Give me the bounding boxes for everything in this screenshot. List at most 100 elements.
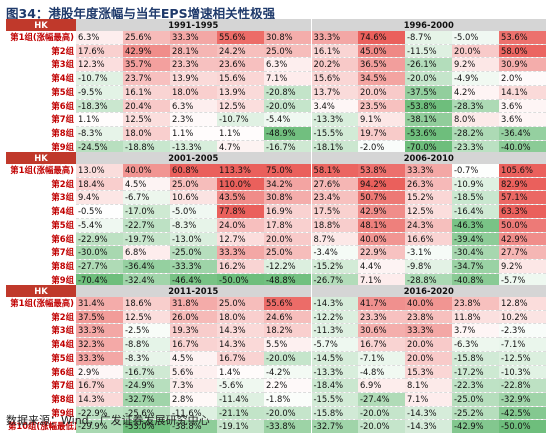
group-label: 第2组 <box>51 45 74 56</box>
value-cell: -25.0% <box>452 391 499 407</box>
value-cell: 53.8% <box>358 164 405 178</box>
value-cell: 25.6% <box>123 31 170 45</box>
value-cell: 23.7% <box>123 71 170 86</box>
value-cell: 94.2% <box>358 176 405 191</box>
value-cell: -20.0% <box>264 350 311 366</box>
value-cell: -10.9% <box>452 176 499 191</box>
value-cell: -33.8% <box>264 419 311 433</box>
value-cell: 4.4% <box>358 258 405 274</box>
value-cell: 63.3% <box>499 204 546 219</box>
table-row: 第3组 9.4% -6.7% 10.6% 43.5% 30.8% 23.4% 50.7% 15.… <box>6 190 546 205</box>
value-cell: -23.3% <box>452 139 499 154</box>
group-label: 第7组 <box>51 380 74 391</box>
value-cell: 16.1% <box>123 84 170 100</box>
value-cell: 74.6% <box>358 31 405 45</box>
value-cell: -22.9% <box>76 405 123 420</box>
group-label: 第8组 <box>51 127 74 138</box>
table-row: 第6组 -22.9% -19.7% -13.0% 12.7% 20.0% 8.7% 40.0%… <box>6 231 546 246</box>
value-cell: -28.8% <box>405 272 452 287</box>
value-cell: -11.6% <box>170 405 217 420</box>
panel-2001-2010: HK 2001-2005 2006-2010 第1组(涨幅最高) 13.0% 40.0% 6… <box>6 152 546 301</box>
value-cell: 6.9% <box>358 378 405 393</box>
market-label: HK <box>6 19 76 31</box>
value-cell: -26.7% <box>310 272 358 287</box>
value-cell: -24.9% <box>123 378 170 393</box>
value-cell: 26.0% <box>170 309 217 324</box>
value-cell: 13.0% <box>76 164 123 178</box>
value-cell: 23.4% <box>310 190 358 205</box>
value-cell: -13.3% <box>310 112 358 127</box>
value-cell: -20.8% <box>264 84 311 100</box>
value-cell: -5.6% <box>217 378 264 393</box>
value-cell: 3.6% <box>499 98 546 113</box>
value-cell: -32.7% <box>123 391 170 407</box>
value-cell: 82.9% <box>499 176 546 191</box>
value-cell: 10.2% <box>499 309 546 324</box>
value-cell: 34.2% <box>264 176 311 191</box>
value-cell: 25.0% <box>217 297 264 311</box>
group-label: 第2组 <box>51 311 74 322</box>
value-cell: 33.3% <box>405 323 452 338</box>
table-row: 第2组 17.6% 42.9% 28.1% 24.2% 25.0% 16.1% 45.0% -1… <box>6 43 546 58</box>
value-cell: 25.0% <box>264 43 311 58</box>
market-label: HK <box>6 152 76 164</box>
table-row: 第8组 -27.7% -36.4% -33.3% 16.2% -12.2% -15.2% 4.… <box>6 258 546 274</box>
value-cell: -15.8% <box>310 405 358 420</box>
table-row: 第8组 -8.3% 18.0% 1.1% 1.1% -48.9% -15.5% 19.7% -5… <box>6 125 546 141</box>
table-row: 第7组 -30.0% 6.8% -25.0% 33.3% 25.0% -3.4% 22.9% -… <box>6 245 546 260</box>
value-cell: -17.2% <box>452 364 499 379</box>
value-cell: -4.9% <box>452 71 499 86</box>
figure-title: 图34：港股年度涨幅与当年EPS增速相关性极强 <box>6 6 276 21</box>
value-cell: 24.2% <box>217 43 264 58</box>
value-cell: -25.0% <box>170 245 217 260</box>
value-cell: 1.4% <box>217 364 264 379</box>
value-cell: -12.5% <box>499 350 546 366</box>
value-cell: 60.8% <box>170 164 217 178</box>
value-cell: 23.3% <box>358 309 405 324</box>
value-cell: 53.6% <box>499 31 546 45</box>
value-cell: -15.2% <box>310 258 358 274</box>
period-header: 2006-2010 <box>311 152 546 164</box>
value-cell: -22.8% <box>499 378 546 393</box>
value-cell: 7.1% <box>405 391 452 407</box>
value-cell: 30.8% <box>264 31 311 45</box>
value-cell: 28.1% <box>170 43 217 58</box>
value-cell: 55.6% <box>264 297 311 311</box>
group-label: 第3组 <box>51 325 74 336</box>
table-row: 第4组 -10.7% 23.7% 13.9% 15.6% 7.1% 15.6% 34.5% -2… <box>6 71 546 86</box>
group-label: 第1组(涨幅最高) <box>10 165 74 176</box>
value-cell: 57.1% <box>499 190 546 205</box>
value-cell: -9.5% <box>76 84 123 100</box>
value-cell: -5.7% <box>499 272 546 287</box>
value-cell: 58.0% <box>499 43 546 58</box>
value-cell: 2.2% <box>264 378 311 393</box>
value-cell: 55.6% <box>217 31 264 45</box>
value-cell: -4.2% <box>264 364 311 379</box>
value-cell: -37.5% <box>405 84 452 100</box>
value-cell: 12.5% <box>123 309 170 324</box>
value-cell: -22.3% <box>452 378 499 393</box>
value-cell: 33.3% <box>310 31 358 45</box>
value-cell: 33.3% <box>170 31 217 45</box>
table-row: 第8组 14.3% -32.7% 2.8% -11.4% -1.8% -15.5% -27.4… <box>6 391 546 407</box>
value-cell: -40.8% <box>452 272 499 287</box>
value-cell: -26.1% <box>405 57 452 72</box>
value-cell: 25.0% <box>264 245 311 260</box>
value-cell: 27.6% <box>310 176 358 191</box>
value-cell: -36.4% <box>499 125 546 141</box>
value-cell: 33.3% <box>217 245 264 260</box>
value-cell: -11.3% <box>310 323 358 338</box>
value-cell: -46.3% <box>452 217 499 233</box>
value-cell: 23.6% <box>217 57 264 72</box>
table-row: 第4组 32.3% -8.8% 16.7% 14.3% 5.5% -5.7% 16.7% 20.… <box>6 337 546 352</box>
value-cell: 18.0% <box>123 125 170 141</box>
group-label: 第9组 <box>51 141 74 152</box>
value-cell: -24.5% <box>76 139 123 154</box>
value-cell: 23.8% <box>405 309 452 324</box>
value-cell: -53.8% <box>405 98 452 113</box>
value-cell: 19.3% <box>170 323 217 338</box>
value-cell: 12.8% <box>499 297 546 311</box>
value-cell: 20.0% <box>264 231 311 246</box>
value-cell: -14.3% <box>405 419 452 433</box>
value-cell: -11.4% <box>217 391 264 407</box>
